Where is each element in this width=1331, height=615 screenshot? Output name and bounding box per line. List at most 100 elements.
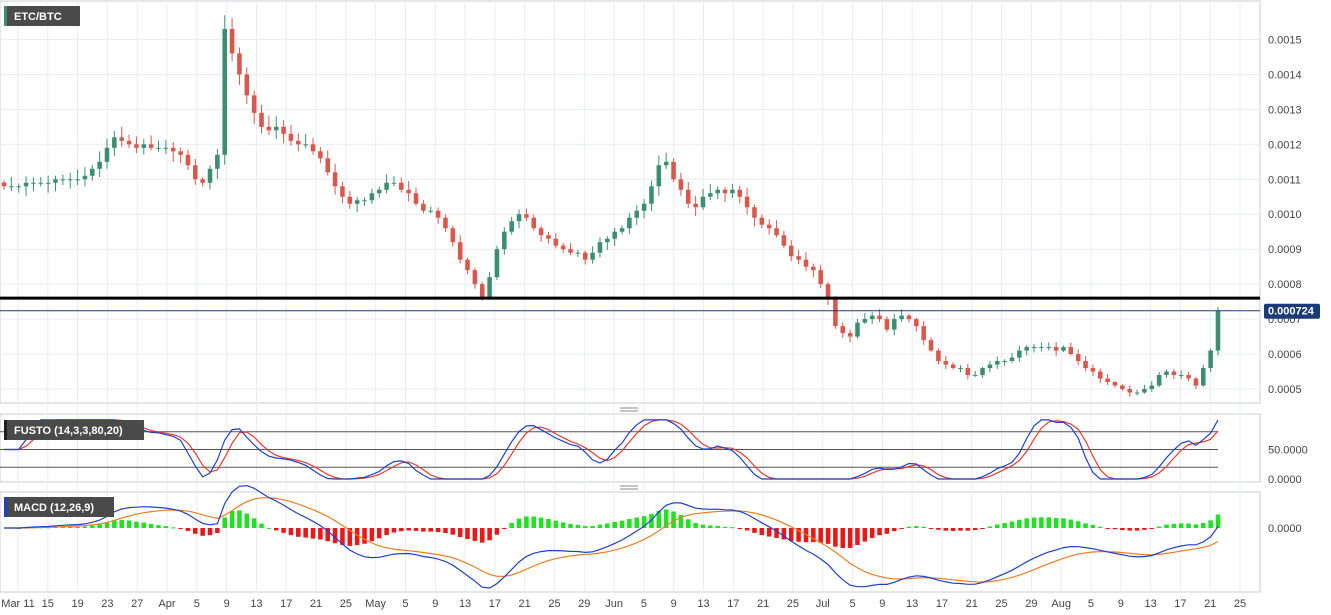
candle-body <box>869 315 875 320</box>
price-tick-label: 0.0012 <box>1268 139 1302 151</box>
macd-histogram-bar <box>303 528 308 538</box>
candle-body <box>178 151 183 155</box>
panel-resize-handle[interactable] <box>620 407 638 412</box>
candle-body <box>1002 361 1007 363</box>
candle-body <box>406 189 411 194</box>
candle-body <box>958 368 963 370</box>
candle-body <box>251 95 257 113</box>
candle-body <box>112 137 117 148</box>
time-tick-label: 17 <box>1174 598 1186 610</box>
macd-histogram-bar <box>119 519 125 528</box>
time-tick-label: 25 <box>995 598 1007 610</box>
candle-body <box>435 210 441 218</box>
candle-body <box>619 228 625 232</box>
candle-body <box>656 165 662 187</box>
candle-body <box>524 214 529 218</box>
macd-histogram-bar <box>590 526 595 528</box>
macd-histogram-bar <box>1215 514 1221 528</box>
candle-body <box>1201 368 1206 386</box>
time-tick-label: Jul <box>816 598 830 610</box>
macd-histogram-bar <box>1201 523 1206 528</box>
candle-body <box>1164 371 1169 376</box>
candle-body <box>1134 392 1140 394</box>
time-tick-label: 21 <box>757 598 769 610</box>
candle-body <box>502 231 507 250</box>
candle-body <box>163 147 169 149</box>
time-tick-label: 17 <box>489 598 501 610</box>
candle-body <box>1061 347 1066 351</box>
time-tick-label: Aug <box>1051 598 1071 610</box>
macd-histogram-bar <box>215 528 220 533</box>
time-tick-label: 23 <box>101 598 113 610</box>
macd-histogram-bar <box>1024 518 1029 528</box>
candle-body <box>685 189 691 204</box>
macd-histogram-bar <box>847 528 853 548</box>
candle-body <box>649 186 654 204</box>
time-tick-label: 5 <box>194 598 200 610</box>
candle-body <box>516 214 522 222</box>
horizontal-levels[interactable] <box>0 296 1260 312</box>
macd-histogram-bar <box>685 519 691 528</box>
macd-histogram-bar <box>1075 521 1081 528</box>
candle-body <box>1127 389 1132 393</box>
macd-histogram-bar <box>575 524 581 528</box>
candle-body <box>82 175 88 180</box>
macd-histogram-bar <box>796 528 801 542</box>
candle-body <box>509 221 514 232</box>
macd-histogram-bar <box>1208 520 1213 528</box>
candle-body <box>553 238 559 246</box>
time-tick-label: 13 <box>1144 598 1156 610</box>
macd-histogram-bar <box>354 528 360 546</box>
macd-histogram-bar <box>538 517 544 528</box>
time-tick-label: Jun <box>605 598 623 610</box>
macd-histogram-bar <box>413 528 419 531</box>
macd-histogram-bar <box>950 528 956 532</box>
panel-resize-handle[interactable] <box>620 485 638 490</box>
macd-histogram-bar <box>693 523 698 528</box>
candle-body <box>1090 368 1096 372</box>
candle-body <box>170 147 176 152</box>
time-tick-label: 27 <box>131 598 143 610</box>
macd-histogram-bar <box>914 526 919 528</box>
macd-histogram-bar <box>104 522 110 528</box>
candle-body <box>833 298 838 327</box>
macd-histogram-bar <box>516 518 522 528</box>
macd-histogram-bar <box>811 528 816 543</box>
macd-histogram-bar <box>296 528 301 537</box>
candle-body <box>45 182 51 184</box>
macd-histogram-bar <box>134 521 139 528</box>
candle-body <box>376 189 382 194</box>
macd-histogram-bar <box>678 514 684 528</box>
candle-body <box>60 179 66 181</box>
candle-body <box>347 196 353 204</box>
macd-histogram-bar <box>994 524 1000 528</box>
candle-body <box>119 137 125 141</box>
candle-body <box>207 168 213 183</box>
macd-histogram-bar <box>369 528 375 542</box>
time-tick-label: 13 <box>459 598 471 610</box>
candle-body <box>443 217 448 229</box>
candle-body <box>943 361 949 365</box>
macd-histogram-bar <box>163 526 169 528</box>
macd-histogram-bar <box>759 528 765 536</box>
macd-histogram-bar <box>1142 528 1147 530</box>
candle-body <box>597 242 603 253</box>
candle-body <box>531 217 537 229</box>
macd-histogram-bar <box>502 528 507 529</box>
time-tick-label: Mar 11 <box>1 598 34 610</box>
time-tick-label: 21 <box>1204 598 1216 610</box>
macd-histogram-bar <box>641 516 647 528</box>
candle-body <box>281 126 286 134</box>
macd-histogram-bar <box>1193 524 1199 528</box>
macd-histogram-bar <box>1164 524 1169 528</box>
macd-histogram-bar <box>1112 528 1118 530</box>
candle-body <box>200 179 205 183</box>
time-tick-label: 13 <box>697 598 709 610</box>
time-tick-label: 19 <box>71 598 83 610</box>
macd-histogram-bar <box>906 526 912 528</box>
time-tick-label: 5 <box>849 598 855 610</box>
macd-histogram-bar <box>266 527 272 529</box>
macd-histogram-bar <box>958 528 963 531</box>
macd-histogram-bar <box>788 528 794 542</box>
